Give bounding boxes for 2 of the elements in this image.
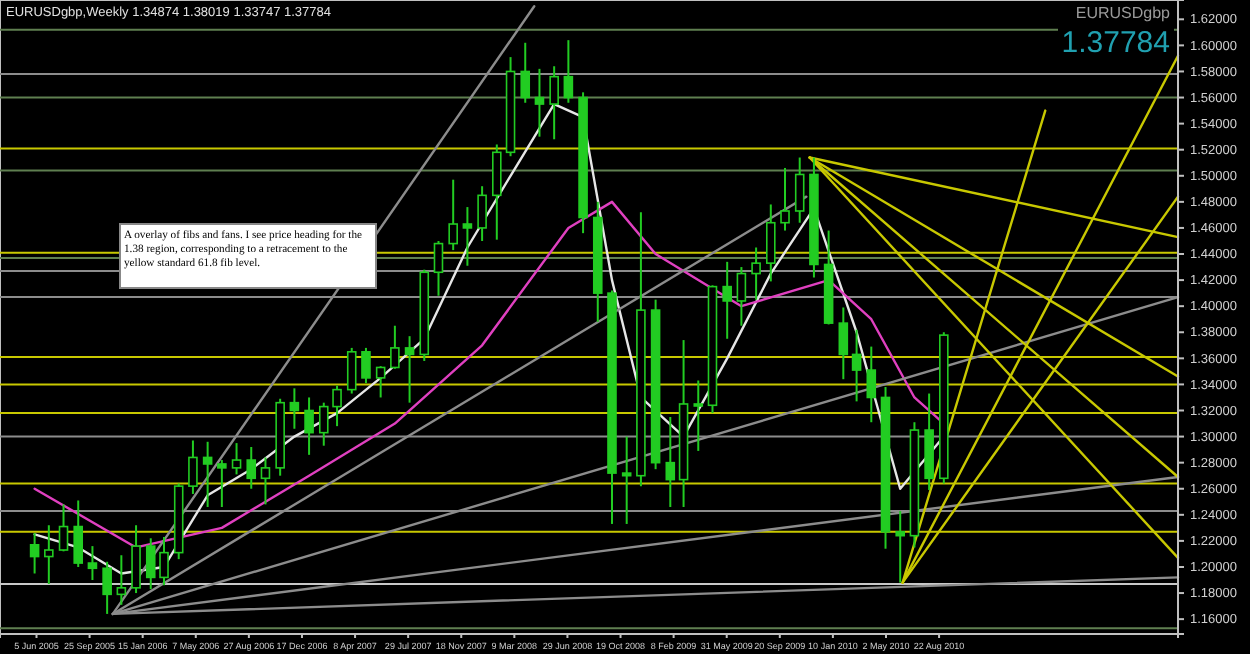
chart-subtitle: EURUSDgbp	[1075, 4, 1172, 22]
annotation: 1.37784	[1061, 26, 1170, 60]
